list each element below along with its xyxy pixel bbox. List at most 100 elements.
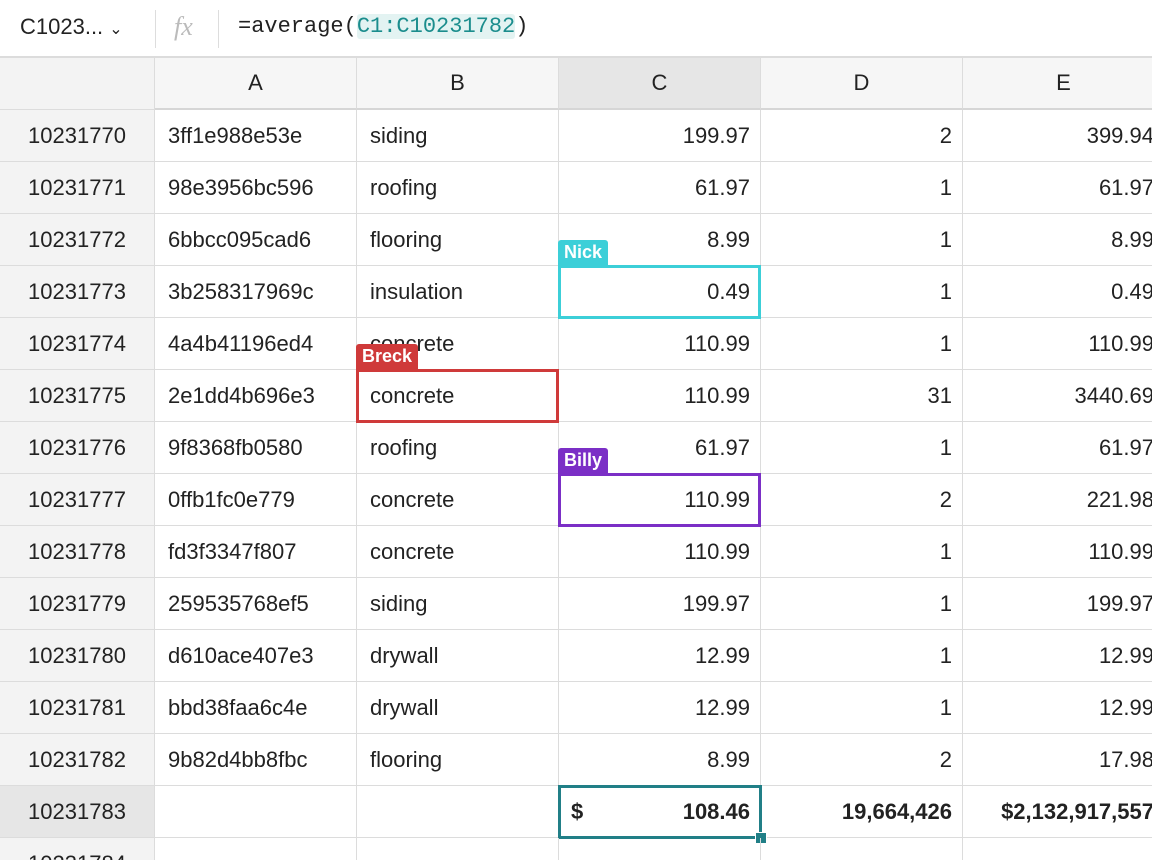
fx-icon: fx [174, 12, 193, 41]
fill-handle [755, 832, 767, 844]
cell: 31 [761, 370, 963, 422]
cell: 2 [761, 474, 963, 526]
cell: 3ff1e988e53e [155, 110, 357, 162]
collaborator-cursor [558, 265, 761, 319]
selection-border [558, 785, 762, 839]
column-header: D [761, 58, 963, 110]
cell: 8.99 [963, 214, 1152, 266]
row-header: 10231773 [0, 266, 155, 318]
cell: 8.99 [559, 734, 761, 786]
cell [559, 838, 761, 860]
cell: concrete [357, 526, 559, 578]
divider [155, 10, 156, 48]
column-header: A [155, 58, 357, 110]
cell: 98e3956bc596 [155, 162, 357, 214]
currency-symbol: $ [571, 798, 584, 824]
cell: 1 [761, 162, 963, 214]
selected-cell: $108.46 [559, 786, 761, 838]
cell [761, 838, 963, 860]
cell: 110.99 [559, 318, 761, 370]
cell: 0ffb1fc0e779 [155, 474, 357, 526]
row-header: 10231783 [0, 786, 155, 838]
cell: 12.99 [963, 682, 1152, 734]
name-box[interactable]: C1023... ⌄ [20, 14, 123, 39]
row-header: 10231778 [0, 526, 155, 578]
cell [155, 786, 357, 838]
cell: 19,664,426 [761, 786, 963, 838]
cell: insulation [357, 266, 559, 318]
cell [357, 838, 559, 860]
column-header: E [963, 58, 1152, 110]
cell: 12.99 [559, 630, 761, 682]
row-header: 10231775 [0, 370, 155, 422]
cell: 6bbcc095cad6 [155, 214, 357, 266]
cell: 110.99 [559, 526, 761, 578]
cell: 221.98 [963, 474, 1152, 526]
cell: 1 [761, 526, 963, 578]
cell: roofing [357, 422, 559, 474]
formula-text: ) [515, 14, 529, 39]
column-header: B [357, 58, 559, 110]
row-header: 10231774 [0, 318, 155, 370]
cell: 110.99 [963, 318, 1152, 370]
formula-text: =average( [238, 14, 357, 39]
cell: concrete [357, 474, 559, 526]
row-header: 10231782 [0, 734, 155, 786]
formula-bar: C1023... ⌄ fx =average(C1:C10231782) [0, 0, 1152, 58]
cell: 0.49 [963, 266, 1152, 318]
cell: 17.98 [963, 734, 1152, 786]
name-box-text: C1023... [20, 14, 104, 39]
cell: 61.97 [559, 162, 761, 214]
cell: bbd38faa6c4e [155, 682, 357, 734]
cell [963, 838, 1152, 860]
row-header: 10231772 [0, 214, 155, 266]
cell: 1 [761, 682, 963, 734]
cell: 3440.69 [963, 370, 1152, 422]
collaborator-cursor [558, 473, 761, 527]
cell: 61.97 [963, 162, 1152, 214]
grid: A B C D E 10231770 3ff1e988e53e siding 199.97 2 39… [0, 58, 1152, 860]
cell: 61.97 [963, 422, 1152, 474]
cell: drywall [357, 682, 559, 734]
cell: siding [357, 110, 559, 162]
cell: 12.99 [963, 630, 1152, 682]
cell: 1 [761, 578, 963, 630]
formula-range: C1:C10231782 [356, 14, 516, 39]
cell: 9f8368fb0580 [155, 422, 357, 474]
row-header: 10231784 [0, 838, 155, 860]
cell: $2,132,917,557 [963, 786, 1152, 838]
row-header: 10231776 [0, 422, 155, 474]
cell: 199.97 [559, 578, 761, 630]
cell: 2 [761, 734, 963, 786]
cell: 12.99 [559, 682, 761, 734]
column-header: C [559, 58, 761, 110]
cell: 1 [761, 422, 963, 474]
formula[interactable]: =average(C1:C10231782) [238, 14, 528, 39]
cell: drywall [357, 630, 559, 682]
average-value: 108.46 [682, 798, 750, 824]
cell: 1 [761, 214, 963, 266]
cell: flooring [357, 734, 559, 786]
cell: flooring [357, 214, 559, 266]
cell: 2e1dd4b696e3 [155, 370, 357, 422]
row-header: 10231777 [0, 474, 155, 526]
row-header: 10231780 [0, 630, 155, 682]
collaborator-label: Nick [558, 240, 609, 266]
cell: roofing [357, 162, 559, 214]
cell: 110.99 [559, 370, 761, 422]
row-header: 10231771 [0, 162, 155, 214]
row-header: 10231770 [0, 110, 155, 162]
cell: fd3f3347f807 [155, 526, 357, 578]
cell [155, 838, 357, 860]
collaborator-label: Billy [558, 448, 609, 474]
cell: 3b258317969c [155, 266, 357, 318]
cell: 9b82d4bb8fbc [155, 734, 357, 786]
cell: 1 [761, 630, 963, 682]
cell: 1 [761, 266, 963, 318]
corner [0, 58, 155, 110]
cell: 4a4b41196ed4 [155, 318, 357, 370]
cell: 199.97 [559, 110, 761, 162]
row-header: 10231781 [0, 682, 155, 734]
cell: 199.97 [963, 578, 1152, 630]
